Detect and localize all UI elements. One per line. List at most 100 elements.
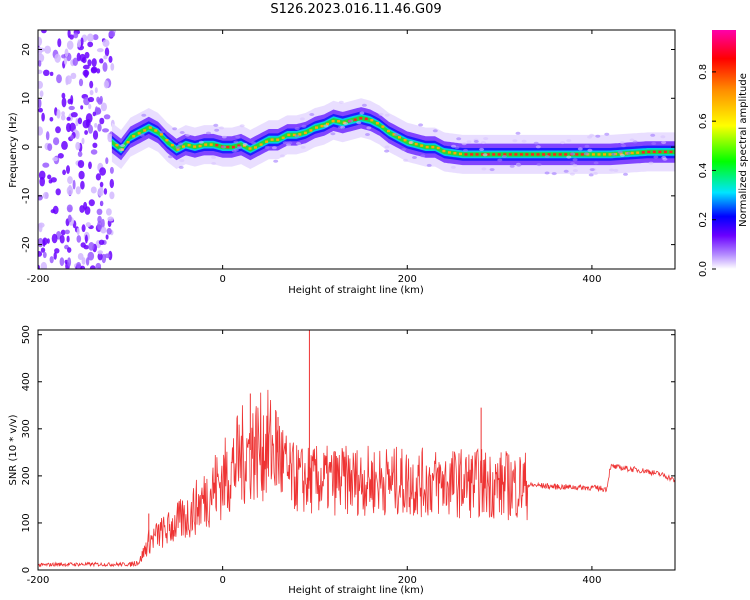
ridge-scatter (450, 165, 456, 169)
ridge-scatter (650, 133, 656, 137)
ridge-scatter (577, 147, 583, 151)
noise-speckle (103, 188, 108, 195)
noise-speckle (41, 30, 47, 34)
noise-speckle (80, 37, 84, 46)
ridge-core-segment (337, 120, 341, 123)
ridge-scatter (271, 146, 277, 150)
noise-speckle (66, 122, 72, 133)
ridge-core-segment (630, 151, 634, 155)
ridge-core-segment (453, 152, 457, 155)
ridge-scatter (566, 155, 572, 159)
ridge-scatter (661, 141, 667, 145)
noise-speckle (62, 169, 66, 176)
ridge-scatter (294, 127, 300, 131)
ridge-core-segment (115, 143, 119, 147)
noise-speckle (97, 252, 103, 261)
ridge-core-segment (558, 153, 562, 156)
noise-speckle (96, 96, 100, 103)
ridge-scatter (653, 155, 659, 159)
ridge-core-segment (292, 133, 296, 137)
ridge-scatter (648, 161, 654, 165)
noise-speckle (51, 233, 58, 244)
noise-speckle (66, 165, 70, 174)
noise-speckle (70, 72, 77, 80)
ridge-core-segment (226, 145, 230, 149)
ridge-scatter (466, 140, 472, 144)
ridge-scatter (420, 154, 426, 158)
noise-speckle (53, 252, 57, 260)
noise-speckle (90, 186, 97, 194)
ridge-scatter (348, 119, 354, 123)
noise-speckle (88, 124, 93, 134)
noise-speckle (100, 226, 107, 234)
ridge-scatter (621, 144, 626, 148)
ridge-scatter (279, 154, 285, 158)
ridge-core-segment (359, 117, 363, 120)
noise-speckle (61, 140, 68, 150)
x-tick-label: -200 (27, 575, 50, 586)
noise-speckle (55, 188, 61, 196)
ridge-core-segment (447, 151, 451, 154)
noise-speckle (47, 174, 52, 180)
ridge-core-segment (176, 148, 180, 151)
noise-speckle (92, 34, 99, 41)
ridge-core-segment (265, 140, 269, 143)
noise-speckle (91, 58, 97, 67)
noise-speckle (103, 80, 109, 89)
noise-speckle (110, 63, 115, 71)
ridge-core-segment (431, 145, 435, 149)
y-tick-label: 10 (21, 92, 32, 105)
noise-speckle (97, 215, 102, 223)
ridge-scatter (587, 135, 593, 139)
noise-speckle (38, 251, 43, 257)
ridge-core-segment (470, 153, 474, 156)
snr-ylabel: SNR (10 * v/v) (8, 414, 19, 485)
ridge-core-segment (370, 119, 374, 122)
noise-speckle (57, 38, 62, 48)
ridge-scatter (384, 149, 390, 153)
ridge-scatter (516, 163, 522, 167)
spectrogram-ticks: -200 0 200 400 20 10 0 -10 -20 (21, 30, 675, 285)
noise-speckle (83, 245, 90, 250)
ridge-scatter (384, 113, 390, 117)
noise-speckle (72, 57, 79, 66)
ridge-core-segment (331, 120, 335, 123)
ridge-scatter (301, 124, 307, 128)
ridge-scatter (141, 113, 147, 117)
snr-frame (37, 329, 676, 571)
ridge-core-segment (231, 145, 235, 149)
x-tick-label: 400 (582, 575, 601, 586)
noise-speckle (101, 218, 105, 229)
ridge-scatter (515, 131, 521, 135)
ridge-core-segment (254, 146, 257, 149)
ridge-core-segment (414, 142, 418, 146)
noise-speckle (66, 235, 70, 243)
ridge-core-segment (198, 144, 202, 148)
noise-speckle (42, 191, 49, 200)
ridge-scatter (480, 141, 486, 144)
noise-speckle (75, 186, 81, 195)
noise-speckle (42, 237, 48, 246)
ridge-scatter (340, 125, 346, 129)
ridge-scatter (432, 129, 438, 133)
ridge-scatter (604, 132, 610, 136)
noise-speckle (64, 48, 69, 58)
noise-speckle (109, 166, 114, 174)
ridge-core-segment (137, 132, 141, 135)
noise-speckle (52, 157, 58, 162)
ridge-core-segment (497, 153, 501, 156)
ridge-scatter (572, 158, 578, 162)
spectrogram-xlabel: Height of straight line (km) (288, 285, 424, 296)
ridge-core-segment (436, 146, 440, 150)
noise-speckle (68, 105, 75, 111)
y-tick-label: 300 (21, 419, 32, 438)
ridge-scatter (120, 144, 126, 147)
x-tick-label: 200 (398, 575, 417, 586)
ridge-scatter (544, 155, 550, 159)
ridge-core-segment (303, 131, 307, 135)
ridge-core-segment (475, 153, 479, 156)
ridge-scatter (533, 141, 539, 145)
colorbar-tick-label: 0.4 (698, 162, 709, 178)
ridge-scatter (623, 172, 628, 176)
spectrogram-frame (37, 29, 676, 270)
